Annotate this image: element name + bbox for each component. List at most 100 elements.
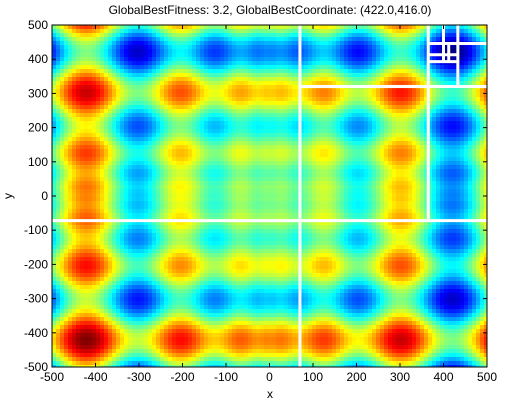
heat-cell (260, 77, 265, 82)
heat-cell (84, 177, 89, 182)
heat-cell (96, 33, 101, 38)
heat-cell (324, 81, 329, 86)
heat-cell (472, 69, 477, 74)
heat-cell (464, 201, 469, 206)
heat-cell (324, 129, 329, 134)
heat-cell (252, 129, 257, 134)
heat-cell (64, 177, 69, 182)
heat-cell (260, 113, 265, 118)
heat-cell (128, 149, 133, 154)
heat-cell (188, 29, 193, 34)
heat-cell (404, 129, 409, 134)
heat-cell (372, 157, 377, 162)
heat-cell (344, 97, 349, 102)
heat-cell (364, 201, 369, 206)
heat-cell (272, 157, 277, 162)
heat-cell (424, 69, 429, 74)
heat-cell (120, 109, 125, 114)
heat-cell (360, 161, 365, 166)
heat-cell (484, 181, 488, 186)
heat-cell (264, 41, 269, 46)
heat-cell (276, 37, 281, 42)
heat-cell (432, 201, 437, 206)
heat-cell (144, 161, 149, 166)
heat-cell (256, 161, 261, 166)
heat-cell (460, 81, 465, 86)
heat-cell (52, 169, 57, 174)
heat-cell (444, 117, 449, 122)
heat-cell (60, 101, 65, 106)
heat-cell (172, 37, 177, 42)
heat-cell (308, 149, 313, 154)
heat-cell (412, 89, 417, 94)
heat-cell (476, 185, 481, 190)
heat-cell (384, 65, 389, 70)
heat-cell (340, 109, 345, 114)
heat-cell (76, 105, 81, 110)
heat-cell (336, 105, 341, 110)
heat-cell (84, 29, 89, 34)
heat-cell (448, 149, 453, 154)
heat-cell (204, 33, 209, 38)
heat-cell (256, 49, 261, 54)
heat-cell (472, 177, 477, 182)
heat-cell (176, 89, 181, 94)
heat-cell (76, 197, 81, 202)
heat-cell (248, 113, 253, 118)
heat-cell (412, 81, 417, 86)
heat-cell (156, 153, 161, 158)
heat-cell (60, 169, 65, 174)
heat-cell (320, 93, 325, 98)
heat-cell (244, 173, 249, 178)
heat-cell (300, 165, 305, 170)
heat-cell (468, 177, 473, 182)
heat-cell (228, 161, 233, 166)
heat-cell (368, 89, 373, 94)
heat-cell (148, 109, 153, 114)
heat-cell (200, 77, 205, 82)
heat-cell (368, 53, 373, 58)
heat-cell (148, 165, 153, 170)
heat-cell (216, 121, 221, 126)
heat-cell (432, 153, 437, 158)
heat-cell (456, 193, 461, 198)
heat-cell (332, 93, 337, 98)
heat-cell (208, 197, 213, 202)
heat-cell (456, 129, 461, 134)
heat-cell (108, 93, 113, 98)
heat-cell (180, 173, 185, 178)
heat-cell (428, 197, 433, 202)
heat-cell (444, 69, 449, 74)
heat-cell (172, 53, 177, 58)
heat-cell (184, 113, 189, 118)
heat-cell (460, 145, 465, 150)
heat-cell (476, 121, 481, 126)
heat-cell (424, 165, 429, 170)
heat-cell (320, 101, 325, 106)
heat-cell (336, 157, 341, 162)
heat-cell (100, 193, 105, 198)
heat-cell (328, 81, 333, 86)
heat-cell (448, 73, 453, 78)
heat-cell (452, 101, 457, 106)
heat-cell (184, 61, 189, 66)
heat-cell (360, 109, 365, 114)
heat-cell (432, 61, 437, 66)
heat-cell (208, 81, 213, 86)
heat-cell (464, 45, 469, 50)
heat-cell (404, 69, 409, 74)
heat-cell (140, 177, 145, 182)
heat-cell (180, 49, 185, 54)
heat-cell (144, 169, 149, 174)
heat-cell (160, 121, 165, 126)
heat-cell (284, 161, 289, 166)
heat-cell (64, 149, 69, 154)
heat-cell (172, 113, 177, 118)
heat-cell (268, 185, 273, 190)
heat-cell (240, 181, 245, 186)
heat-cell (252, 45, 257, 50)
heat-cell (452, 117, 457, 122)
heat-cell (460, 77, 465, 82)
heat-cell (292, 53, 297, 58)
heat-cell (480, 45, 485, 50)
